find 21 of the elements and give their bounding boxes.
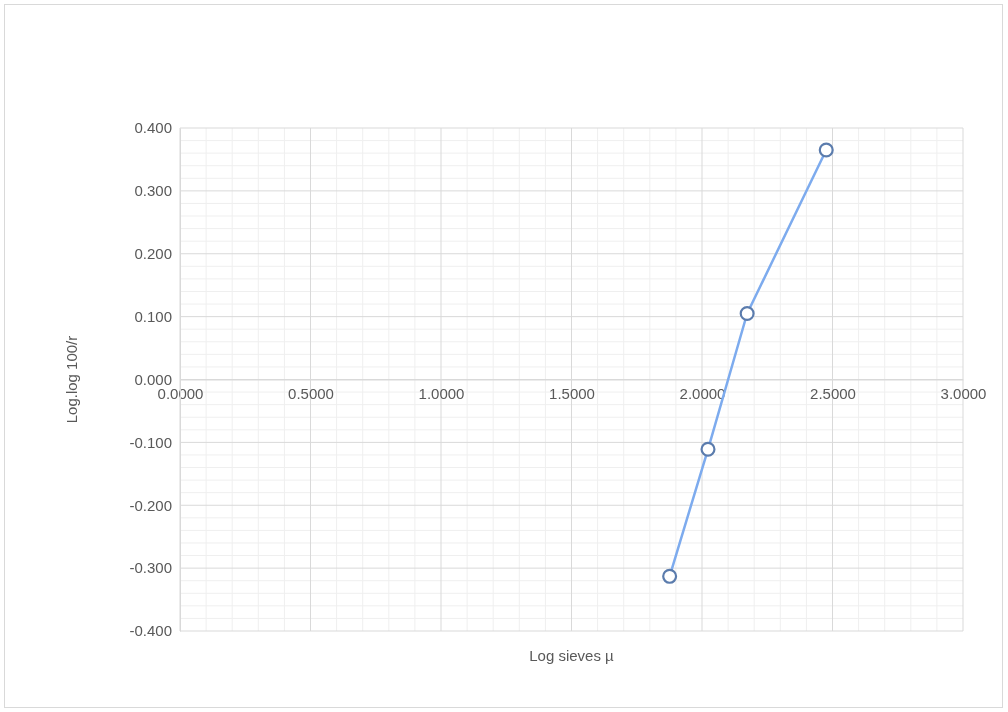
y-tick-label: 0.200	[134, 245, 172, 263]
point	[662, 568, 678, 584]
point	[700, 441, 716, 457]
x-tick-label: 2.5000	[810, 385, 856, 403]
x-tick-label: 0.5000	[288, 385, 334, 403]
x-tick-label: 3.0000	[940, 385, 987, 403]
x-axis-title: Log sieves µ	[529, 647, 615, 664]
y-tick-label: 0.400	[134, 119, 172, 137]
y-axis-title: Log.log 100/r	[63, 335, 80, 424]
y-tick-label: -0.100	[129, 433, 172, 451]
point	[818, 142, 834, 158]
x-tick-label: 0.0000	[157, 385, 204, 403]
y-tick-label: 0.000	[134, 370, 172, 388]
x-tick-label: 1.5000	[549, 385, 595, 403]
y-tick-label: -0.300	[129, 559, 172, 577]
point	[739, 305, 755, 321]
y-tick-label: 0.300	[134, 182, 172, 200]
y-tick-label: -0.200	[129, 496, 172, 514]
y-tick-label: -0.400	[129, 622, 172, 640]
y-tick-label: 0.100	[134, 307, 172, 325]
x-tick-label: 1.0000	[418, 385, 465, 403]
